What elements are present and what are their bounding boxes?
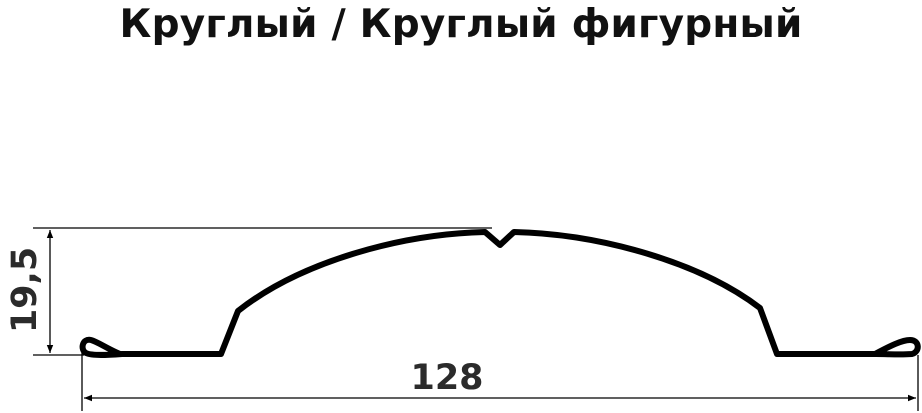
profile-outline [79,229,921,358]
width-label: 128 [410,358,483,398]
height-label: 19,5 [5,247,45,333]
diagram-title: Круглый / Круглый фигурный [119,2,803,47]
